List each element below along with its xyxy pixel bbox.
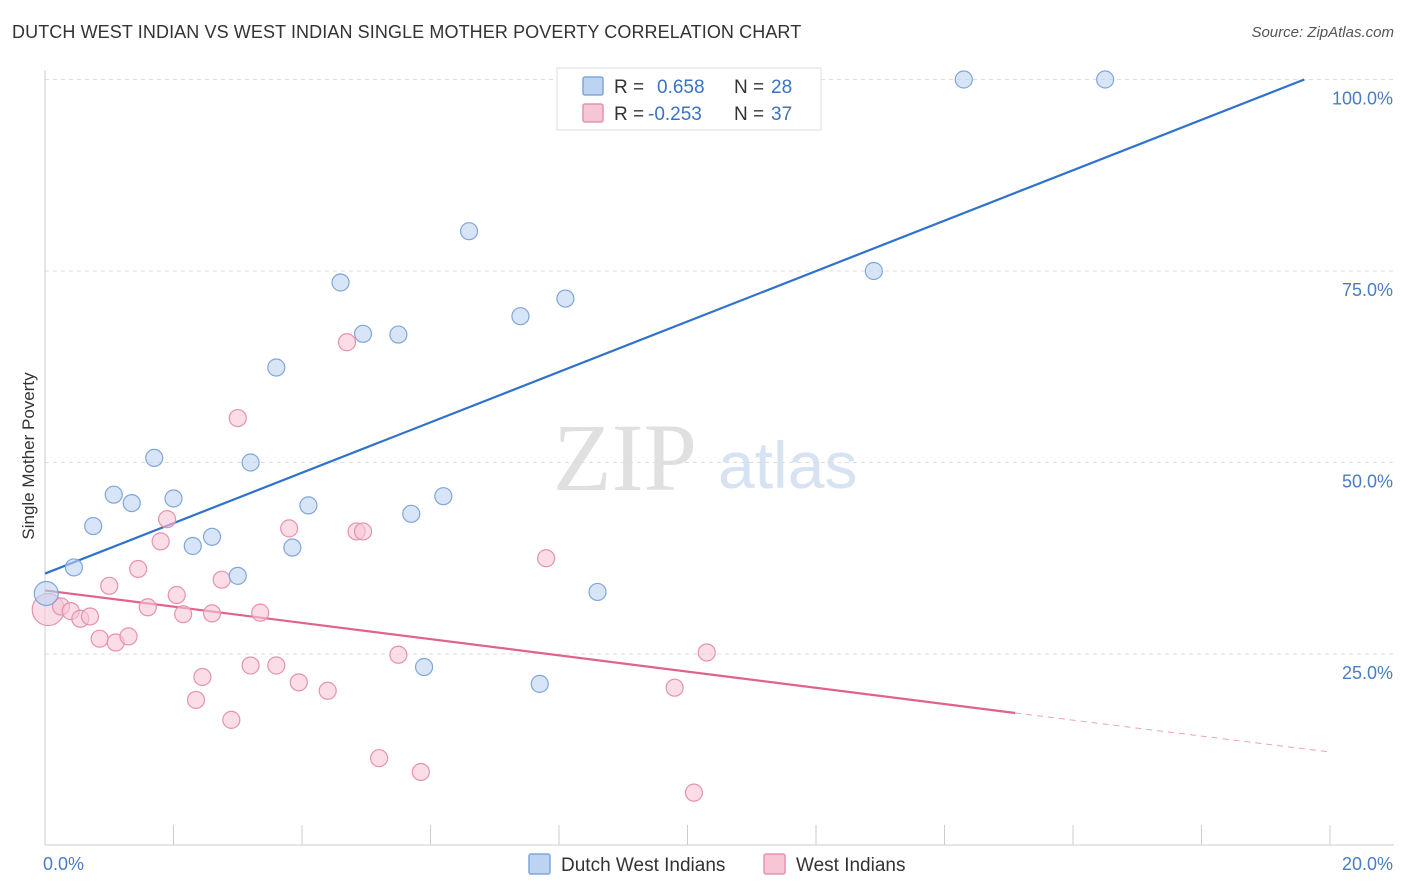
series-label-dutch-west-indians: Dutch West Indians bbox=[561, 855, 725, 876]
point-dutch-west-indians bbox=[283, 538, 302, 557]
point-dutch-west-indians bbox=[588, 582, 607, 602]
point-dutch-west-indians bbox=[1096, 70, 1115, 89]
trend-line-dutch-west-indians bbox=[44, 78, 1305, 575]
point-dutch-west-indians bbox=[556, 289, 575, 308]
point-west-indians bbox=[241, 656, 260, 675]
legend-r-label-pink: R = bbox=[614, 104, 644, 125]
watermark-zip: ZIP bbox=[553, 404, 697, 511]
point-west-indians bbox=[129, 559, 148, 579]
point-dutch-west-indians bbox=[389, 325, 408, 344]
point-dutch-west-indians bbox=[241, 453, 260, 472]
series-label-west-indians: West Indians bbox=[796, 855, 905, 876]
point-west-indians bbox=[80, 607, 100, 626]
point-dutch-west-indians bbox=[864, 261, 883, 281]
point-west-indians bbox=[202, 604, 222, 623]
correlation-legend: R = 0.658 N = 28 R = -0.253 N = 37 bbox=[556, 67, 822, 131]
series-swatch-dutch-west-indians bbox=[528, 853, 551, 875]
point-west-indians bbox=[251, 603, 270, 622]
point-west-indians bbox=[212, 570, 231, 589]
point-dutch-west-indians bbox=[164, 489, 183, 508]
point-dutch-west-indians bbox=[64, 558, 84, 577]
point-west-indians bbox=[228, 408, 247, 428]
point-dutch-west-indians bbox=[183, 536, 202, 556]
point-dutch-west-indians bbox=[84, 516, 103, 536]
point-west-indians bbox=[100, 576, 119, 595]
x-tick-label: 20.0% bbox=[1342, 854, 1393, 874]
point-west-indians bbox=[697, 643, 716, 662]
y-tick-label: 75.0% bbox=[1342, 280, 1393, 300]
point-west-indians bbox=[90, 629, 109, 648]
chart-title: DUTCH WEST INDIAN VS WEST INDIAN SINGLE … bbox=[12, 22, 802, 42]
point-west-indians bbox=[267, 656, 286, 675]
point-west-indians bbox=[337, 333, 357, 352]
point-west-indians bbox=[370, 749, 389, 768]
point-west-indians bbox=[537, 549, 556, 568]
point-dutch-west-indians bbox=[414, 657, 434, 677]
point-west-indians bbox=[280, 519, 299, 538]
point-dutch-west-indians bbox=[331, 273, 350, 292]
legend-swatch-blue bbox=[582, 76, 604, 96]
point-dutch-west-indians bbox=[202, 527, 222, 546]
point-dutch-west-indians bbox=[267, 358, 286, 377]
point-dutch-west-indians bbox=[122, 493, 141, 513]
point-west-indians bbox=[193, 667, 212, 687]
source-credit: Source: ZipAtlas.com bbox=[1251, 24, 1394, 41]
point-west-indians bbox=[353, 522, 373, 541]
point-dutch-west-indians bbox=[104, 485, 123, 504]
point-west-indians bbox=[318, 681, 337, 700]
point-dutch-west-indians bbox=[530, 674, 549, 693]
point-dutch-west-indians bbox=[145, 448, 164, 468]
series-legend: Dutch West Indians West Indians bbox=[528, 853, 905, 876]
point-west-indians bbox=[684, 783, 704, 802]
point-west-indians bbox=[665, 678, 684, 697]
point-west-indians bbox=[151, 532, 170, 551]
point-west-indians bbox=[186, 690, 206, 710]
watermark-atlas: atlas bbox=[718, 428, 857, 502]
y-tick-label: 100.0% bbox=[1332, 89, 1393, 109]
axes bbox=[44, 70, 1394, 846]
legend-n-value-blue: 28 bbox=[771, 77, 792, 98]
point-dutch-west-indians bbox=[954, 70, 973, 89]
point-west-indians bbox=[119, 627, 138, 646]
point-dutch-west-indians bbox=[402, 504, 421, 523]
series-swatch-west-indians bbox=[763, 853, 786, 875]
legend-n-label-blue: N = bbox=[734, 77, 764, 98]
point-west-indians bbox=[389, 645, 408, 664]
point-west-indians bbox=[138, 598, 157, 617]
legend-r-value-blue: 0.658 bbox=[657, 77, 705, 98]
point-west-indians bbox=[222, 710, 241, 729]
tick-labels: 25.0% 50.0% 75.0% 100.0% 0.0% 20.0% bbox=[43, 89, 1393, 875]
legend-n-value-pink: 37 bbox=[771, 104, 792, 125]
data-points bbox=[31, 70, 1115, 802]
point-dutch-west-indians bbox=[299, 496, 318, 515]
point-dutch-west-indians bbox=[459, 222, 479, 241]
point-dutch-west-indians bbox=[228, 566, 247, 585]
trend-line-west-indians-extension bbox=[1015, 712, 1331, 753]
legend-n-label-pink: N = bbox=[734, 104, 764, 125]
point-west-indians bbox=[157, 510, 177, 529]
legend-swatch-pink bbox=[582, 103, 604, 123]
legend-r-value-pink: -0.253 bbox=[648, 104, 702, 125]
point-west-indians bbox=[411, 762, 430, 782]
grid-lines bbox=[45, 79, 1394, 655]
point-dutch-west-indians bbox=[434, 487, 453, 506]
point-dutch-west-indians bbox=[511, 307, 530, 326]
legend-r-label-blue: R = bbox=[614, 77, 644, 98]
watermark: ZIP atlas bbox=[553, 404, 857, 511]
x-tick-label: 0.0% bbox=[43, 854, 84, 874]
y-axis-label: Single Mother Poverty bbox=[19, 372, 38, 540]
y-tick-label: 25.0% bbox=[1342, 663, 1393, 683]
point-west-indians bbox=[174, 605, 193, 624]
point-west-indians bbox=[289, 673, 308, 692]
point-west-indians bbox=[167, 585, 186, 605]
point-dutch-west-indians bbox=[33, 580, 59, 607]
y-tick-label: 50.0% bbox=[1342, 472, 1393, 492]
point-dutch-west-indians bbox=[353, 324, 373, 343]
